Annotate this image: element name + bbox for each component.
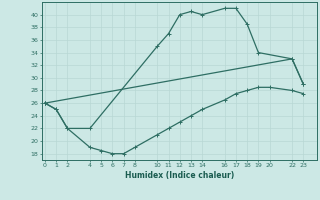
X-axis label: Humidex (Indice chaleur): Humidex (Indice chaleur) bbox=[124, 171, 234, 180]
